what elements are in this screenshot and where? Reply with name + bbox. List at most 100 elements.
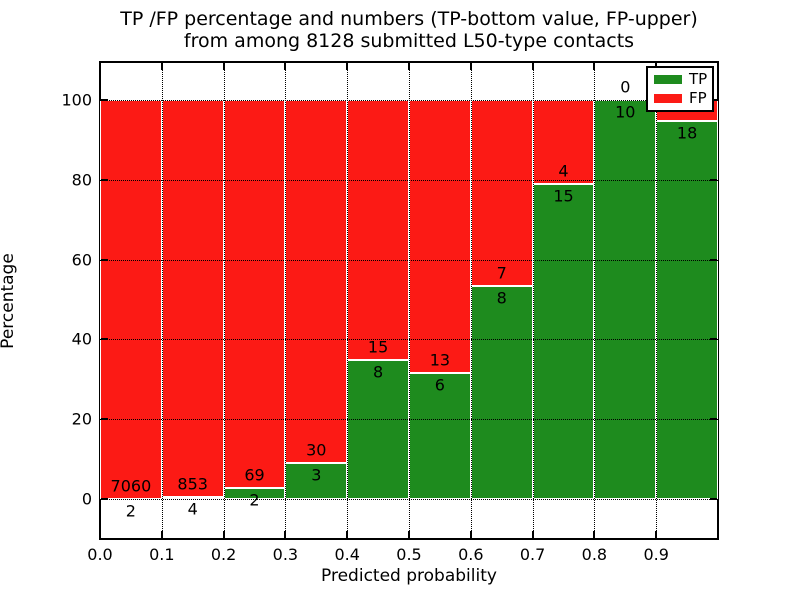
x-tick-bottom (408, 531, 410, 538)
legend-item-tp: TP (654, 72, 707, 87)
tp-count-label: 4 (187, 499, 198, 519)
fp-count-label: 0 (620, 77, 631, 97)
x-tick-bottom (160, 531, 163, 538)
fp-count-label: 13 (429, 350, 451, 370)
tp-count-label: 6 (434, 375, 445, 395)
bar-segment-fp (470, 100, 533, 287)
fp-count-label: 7 (496, 263, 507, 283)
x-tick-label: 0.5 (396, 545, 422, 564)
x-gridline (347, 62, 349, 539)
x-tick-top (346, 63, 349, 70)
x-gridline (223, 62, 225, 539)
y-tick-right (710, 258, 717, 261)
x-tick-label: 0.4 (334, 545, 360, 564)
x-tick-top (222, 63, 225, 70)
x-tick-bottom (531, 531, 534, 538)
tp-count-label: 8 (373, 362, 384, 382)
y-tick-label: 100 (61, 90, 92, 110)
x-tick-label: 0.1 (149, 545, 175, 564)
x-tick-bottom (469, 531, 472, 538)
tp-count-label: 3 (311, 465, 322, 485)
y-tick-label: 20 (71, 409, 92, 429)
bar-segment-tp (285, 462, 348, 499)
x-tick-label: 0.9 (643, 545, 669, 564)
x-tick-top (531, 63, 534, 70)
y-tick-left (101, 338, 108, 341)
x-tick-bottom (284, 531, 287, 538)
tp-count-label: 15 (553, 186, 574, 206)
chart-title-line2: from among 8128 submitted L50-type conta… (183, 30, 635, 52)
tp-count-label: 2 (249, 490, 260, 510)
y-axis-label: Percentage (0, 253, 18, 349)
y-tick-right (710, 498, 717, 500)
bar-segment-fp (409, 100, 471, 373)
bar-segment-tp (656, 120, 718, 499)
bar-segment-fp (285, 100, 348, 463)
y-tick-left (101, 178, 108, 181)
legend: TP FP (646, 66, 714, 112)
y-gridline (100, 339, 718, 341)
x-tick-bottom (99, 531, 101, 538)
fp-count-label: 4 (558, 161, 569, 181)
y-tick-left (101, 418, 108, 421)
y-tick-left (101, 498, 108, 500)
x-gridline (285, 62, 287, 539)
tp-count-label: 2 (125, 501, 136, 521)
bar-segment-tp (409, 372, 471, 499)
y-tick-right (710, 418, 717, 421)
x-tick-top (593, 63, 596, 70)
x-tick-label: 0.2 (210, 545, 237, 564)
x-tick-bottom (222, 531, 225, 538)
x-tick-bottom (346, 531, 349, 538)
tp-count-label: 10 (615, 102, 636, 122)
y-tick-label: 60 (71, 250, 92, 270)
legend-label-fp: FP (689, 88, 707, 107)
x-tick-label: 0.8 (581, 545, 608, 564)
x-gridline (161, 62, 163, 539)
x-gridline (594, 62, 596, 539)
x-tick-top (408, 63, 410, 70)
y-gridline (100, 179, 718, 181)
bar-segment-fp (100, 100, 162, 499)
legend-item-fp: FP (654, 88, 707, 107)
bar-segment-fp (223, 100, 286, 488)
y-gridline (100, 419, 718, 421)
fp-count-label: 7060 (110, 476, 152, 496)
bar-segment-tp (594, 100, 657, 499)
x-tick-bottom (593, 531, 596, 538)
fp-count-label: 69 (244, 465, 265, 485)
y-tick-left (101, 258, 108, 261)
chart-title: TP /FP percentage and numbers (TP-bottom… (99, 8, 719, 52)
x-tick-top (160, 63, 163, 70)
x-tick-top (99, 63, 101, 70)
y-tick-left (101, 99, 108, 101)
bar-segment-fp (347, 100, 409, 361)
x-tick-bottom (655, 531, 658, 538)
y-tick-right (710, 178, 717, 181)
bar-segment-fp (532, 100, 595, 184)
y-tick-label: 0 (81, 489, 92, 509)
y-gridline (100, 499, 718, 500)
x-gridline (656, 62, 658, 539)
x-gridline (532, 62, 534, 539)
tp-swatch-icon (654, 75, 682, 85)
x-tick-top (284, 63, 287, 70)
y-tick-label: 40 (71, 329, 92, 349)
x-tick-label: 0.7 (519, 545, 546, 564)
fp-count-label: 30 (306, 440, 327, 460)
bar-segment-tp (532, 183, 595, 499)
tp-count-label: 8 (496, 288, 507, 308)
bar-segment-tp (347, 360, 409, 499)
y-gridline (100, 259, 718, 261)
chart-title-line1: TP /FP percentage and numbers (TP-bottom… (120, 8, 698, 30)
x-tick-label: 0.3 (272, 545, 299, 564)
x-tick-label: 0.0 (87, 545, 113, 564)
fp-count-label: 15 (367, 337, 389, 357)
x-tick-label: 0.6 (458, 545, 484, 564)
bar-segment-fp (161, 100, 224, 498)
y-tick-label: 80 (71, 170, 92, 190)
fp-swatch-icon (654, 93, 682, 103)
y-tick-right (710, 338, 717, 341)
tp-count-label: 18 (676, 123, 698, 143)
